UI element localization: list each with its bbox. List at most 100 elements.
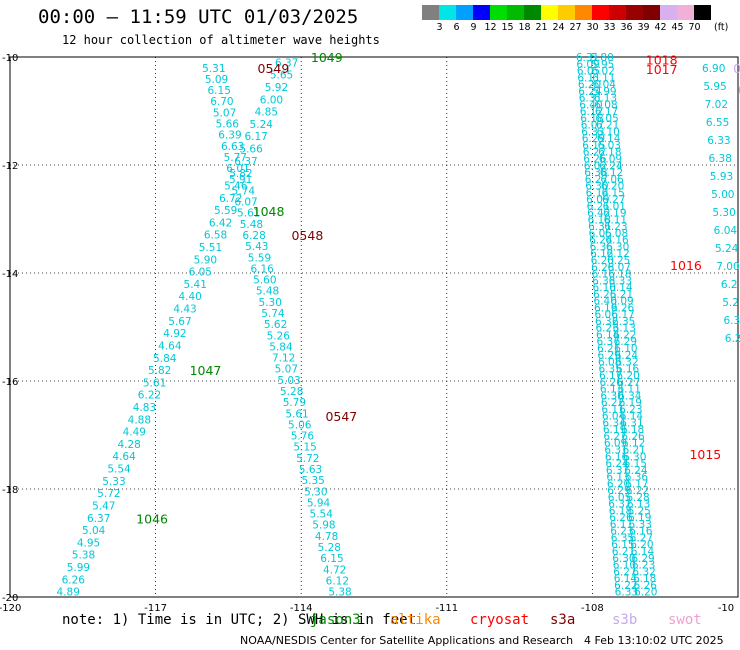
- swh-value: 6.30: [623, 451, 646, 463]
- swh-value: 5.95: [703, 81, 726, 93]
- swh-value: 6.24: [589, 235, 613, 247]
- swh-value: 5.99: [67, 562, 90, 574]
- swh-value: 6.32: [595, 316, 618, 328]
- legend-swatch: [626, 5, 643, 20]
- swh-value: 5.07: [275, 364, 298, 376]
- swh-value: 6.18: [609, 505, 632, 517]
- y-tick-label: -10: [2, 53, 18, 64]
- swh-value: 5.04: [82, 525, 106, 537]
- swh-value: 6.58: [204, 230, 227, 242]
- swh-value: 6.35: [598, 363, 621, 375]
- swh-value: 5.61: [237, 208, 260, 220]
- swh-value: 6.38: [584, 167, 607, 179]
- swh-value: 6.21: [596, 120, 619, 132]
- swh-value: 6.25: [593, 289, 616, 301]
- swh-value: 5.2: [722, 297, 739, 309]
- swh-value: 6.18: [598, 147, 621, 159]
- swh-value: 5.66: [216, 119, 240, 131]
- swh-value: 6.16: [629, 526, 653, 538]
- legend-value: 9: [470, 22, 477, 33]
- swh-value: 6.37: [234, 156, 257, 168]
- legend-value: 70: [688, 22, 701, 33]
- swh-value: 6.33: [707, 135, 730, 147]
- footer-credit: NOAA/NESDIS Center for Satellite Applica…: [240, 634, 574, 647]
- swh-value: 6.33: [581, 126, 604, 138]
- swh-value: 6.10: [596, 126, 619, 138]
- swh-value: 5.00: [711, 189, 734, 201]
- swh-value: 6.37: [606, 465, 629, 477]
- swh-value: 5.92: [265, 82, 288, 94]
- swh-value: 6.07: [608, 262, 631, 274]
- swh-value: 6.21: [597, 343, 620, 355]
- swh-value: 6.30: [612, 553, 635, 565]
- swh-value: 6.34: [602, 417, 626, 429]
- swh-value: 5.24: [715, 243, 739, 255]
- legend-swatch: [677, 5, 694, 20]
- swh-value: 6.09: [610, 296, 633, 308]
- swh-value: 6.01: [226, 163, 249, 175]
- swh-value: 6.22: [613, 329, 636, 341]
- x-tick-label: -111: [435, 603, 458, 614]
- swh-value: 6.28: [626, 492, 649, 504]
- swh-value: 6.09: [576, 59, 599, 71]
- swh-value: 6.20: [601, 181, 624, 193]
- swh-value: 6.25: [607, 255, 630, 267]
- y-tick-label: -18: [2, 485, 18, 496]
- swh-value: 6.31: [579, 93, 602, 105]
- swh-value: 6.24: [624, 465, 648, 477]
- swh-value: 6.29: [614, 336, 637, 348]
- swh-value: 6.14: [586, 187, 610, 199]
- legend-swatch: [558, 5, 575, 20]
- swh-value: 6.27: [613, 566, 636, 578]
- swh-value: 5.74: [232, 185, 256, 197]
- legend-swatch: [439, 5, 456, 20]
- swh-value: 6.26: [611, 302, 635, 314]
- legend-value: 15: [501, 22, 514, 33]
- swh-value: 4.78: [315, 531, 338, 543]
- swh-value: 5.66: [239, 144, 263, 156]
- swh-value: 4.88: [128, 414, 151, 426]
- swh-value: 6.29: [631, 553, 654, 565]
- swh-value: 6.12: [580, 106, 603, 118]
- swh-value: 4.43: [173, 304, 196, 316]
- legend-swatch: [694, 5, 711, 20]
- swh-value: 6.14: [609, 282, 633, 294]
- swh-value: 7.12: [272, 353, 295, 365]
- swh-value: 6.20: [634, 587, 657, 599]
- swh-value: 6.26: [634, 580, 658, 592]
- swh-value: 6.20: [607, 478, 630, 490]
- swh-value: 6.08: [605, 228, 628, 240]
- swh-value: 5.82: [229, 168, 252, 180]
- swh-value: 6.21: [622, 444, 645, 456]
- legend-value: 36: [620, 22, 633, 33]
- swh-value: 5.33: [102, 476, 125, 488]
- swh-value: 6.23: [604, 221, 627, 233]
- swh-value: 6.16: [605, 451, 629, 463]
- swh-value: 6.23: [619, 404, 642, 416]
- swh-value: 6.3: [724, 315, 740, 327]
- swh-value: 6.35: [612, 316, 635, 328]
- satellite-label-jason3: jason3: [310, 612, 361, 628]
- pass-time-label: 1016: [670, 258, 702, 273]
- legend-swatch: [490, 5, 507, 20]
- swh-value: 6.10: [614, 343, 637, 355]
- swh-value: 6.27: [585, 174, 608, 186]
- swh-value: 6.18: [580, 113, 603, 125]
- swh-value: 6.04: [593, 79, 617, 91]
- swh-value: 5.63: [299, 464, 322, 476]
- swh-value: 5.93: [710, 171, 733, 183]
- swh-value: 6.30: [600, 390, 623, 402]
- legend-swatch: [473, 5, 490, 20]
- swh-value: 6.37: [596, 336, 619, 348]
- swh-value: 6.24: [615, 350, 639, 362]
- swh-value: 6.15: [320, 553, 343, 565]
- swh-value: 6.20: [578, 79, 601, 91]
- swh-value: 6.31: [576, 52, 599, 64]
- swh-value: 5.74: [261, 308, 285, 320]
- swh-value: 6.27: [603, 431, 626, 443]
- swh-value: 5.30: [259, 297, 282, 309]
- swh-value: 5.38: [72, 550, 95, 562]
- swh-value: 5.90: [194, 254, 217, 266]
- swh-value: 6.37: [275, 57, 298, 69]
- swh-value: 6.05: [589, 228, 612, 240]
